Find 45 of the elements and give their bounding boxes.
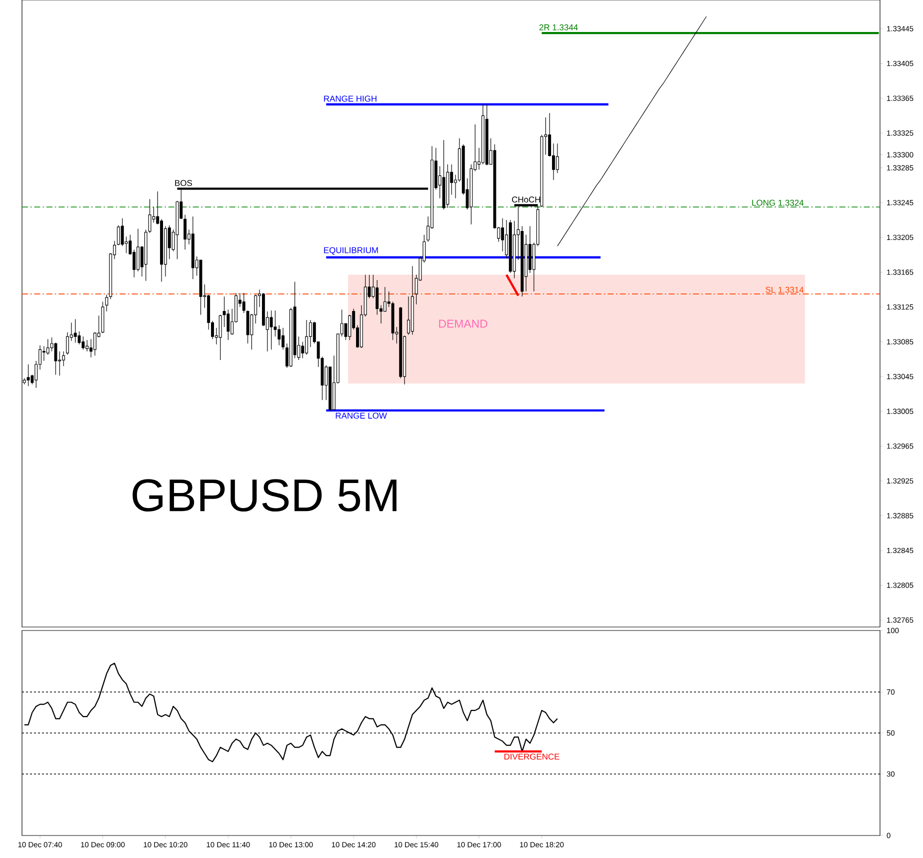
candlestick	[86, 340, 89, 352]
candlestick	[383, 286, 386, 312]
text: GBPUSD 5M	[132, 479, 396, 512]
candlestick	[274, 310, 277, 337]
series-label: 2R 1.3344	[539, 24, 578, 30]
candlestick	[116, 224, 120, 246]
candlestick	[556, 143, 559, 174]
candlestick	[376, 280, 379, 316]
candlestick	[242, 292, 246, 314]
candlestick	[501, 218, 504, 252]
candlestick	[246, 310, 250, 344]
candlestick	[78, 331, 81, 345]
series-label: RANGE HIGH	[324, 96, 376, 102]
candlestick	[270, 310, 273, 350]
candlestick	[42, 346, 46, 362]
candlestick	[46, 338, 50, 356]
candlestick	[74, 318, 77, 343]
candlestick	[54, 342, 58, 376]
candlestick	[120, 218, 124, 246]
candlestick	[222, 296, 226, 328]
series-label: EQUILIBRIUM	[324, 247, 378, 255]
candlestick	[105, 294, 108, 312]
candlestick	[93, 332, 96, 356]
candlestick	[407, 296, 410, 336]
series-label: RANGE LOW	[336, 412, 387, 419]
candlestick	[184, 214, 187, 250]
series-label: DIVERGENCE	[504, 754, 560, 760]
candlestick	[305, 320, 308, 356]
line-series	[505, 274, 520, 297]
candlestick	[148, 198, 152, 234]
candlestick	[218, 314, 222, 360]
candlestick	[26, 364, 30, 386]
series-label: CHoCH	[512, 196, 540, 203]
ref-line-label: LONG 1.3324	[752, 200, 804, 206]
candlestick	[82, 336, 85, 350]
candlestick	[136, 228, 140, 272]
candlestick	[62, 351, 66, 366]
candlestick	[278, 324, 281, 346]
band-label: DEMAND	[439, 320, 488, 328]
candlestick	[348, 314, 352, 340]
candlestick	[66, 332, 69, 356]
series-label: BOS	[175, 180, 192, 186]
ref-line-label: SL 1.3314	[766, 286, 804, 293]
candlestick	[282, 328, 285, 350]
candlestick	[226, 309, 230, 340]
